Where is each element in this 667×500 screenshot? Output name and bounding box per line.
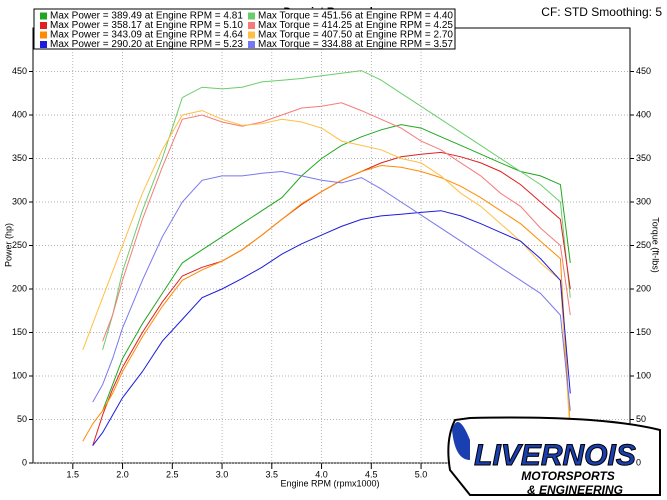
legend-label: Max Torque = 414.25 at Engine RPM = 4.25 xyxy=(258,20,453,31)
legend-swatch xyxy=(40,12,47,20)
legend-swatch xyxy=(248,22,255,29)
annotation: CF: STD Smoothing: 5 xyxy=(541,5,662,19)
x-tick-label: 2.0 xyxy=(116,469,129,479)
legend-label: Max Power = 389.49 at Engine RPM = 4.81 xyxy=(50,11,243,22)
y2-tick-label: 150 xyxy=(636,327,651,337)
y2-tick-label: 100 xyxy=(636,370,651,380)
legend-swatch xyxy=(40,41,47,48)
y-tick-label: 150 xyxy=(12,327,27,337)
legend-label: Max Power = 358.17 at Engine RPM = 5.10 xyxy=(50,20,243,31)
legend-label: Max Torque = 407.50 at Engine RPM = 2.70 xyxy=(258,30,453,41)
y2-axis-label: Torque (ft-lbs) xyxy=(651,217,661,273)
grid xyxy=(29,28,634,469)
x-tick-label: 2.5 xyxy=(166,469,179,479)
x-tick-label: 1.5 xyxy=(67,469,80,479)
y-tick-label: 0 xyxy=(22,457,27,467)
x-tick-label: 3.5 xyxy=(266,469,279,479)
logo-accent xyxy=(452,422,470,460)
series-line xyxy=(92,170,571,411)
logo-name: LIVERNOIS xyxy=(474,439,636,472)
x-tick-label: 5.0 xyxy=(415,469,428,479)
y-axis-label: Power (hp) xyxy=(3,223,13,267)
y2-tick-label: 300 xyxy=(636,196,651,206)
legend-label: Max Power = 343.09 at Engine RPM = 4.64 xyxy=(50,30,243,41)
legend-swatch xyxy=(248,41,255,48)
legend-box xyxy=(33,8,456,50)
y2-tick-label: 50 xyxy=(636,414,646,424)
x-axis-label: Engine RPM (rpmx1000) xyxy=(280,478,379,488)
legend-swatch xyxy=(40,22,47,29)
series-line xyxy=(102,124,571,411)
series-line xyxy=(82,164,571,442)
legend-label: Max Power = 290.20 at Engine RPM = 5.23 xyxy=(50,39,243,50)
y2-tick-label: 450 xyxy=(636,66,651,76)
y-tick-label: 250 xyxy=(12,240,27,250)
y-tick-label: 350 xyxy=(12,153,27,163)
y2-tick-label: 350 xyxy=(636,153,651,163)
y2-tick-label: 250 xyxy=(636,240,651,250)
y-tick-label: 400 xyxy=(12,109,27,119)
y2-tick-label: 400 xyxy=(636,109,651,119)
series-line xyxy=(82,110,571,437)
series-line xyxy=(92,210,571,446)
y2-tick-label: 0 xyxy=(636,457,641,467)
legend-label: Max Torque = 334.88 at Engine RPM = 3.57 xyxy=(258,39,453,50)
series-line xyxy=(102,102,571,342)
legend-swatch xyxy=(40,31,47,39)
logo-line1: MOTORSPORTS xyxy=(521,469,615,483)
lines xyxy=(82,70,571,446)
x-tick-label: 4.5 xyxy=(365,469,378,479)
logo-shape xyxy=(447,416,661,496)
legend-swatch xyxy=(248,31,255,39)
y-tick-label: 100 xyxy=(12,370,27,380)
logo: LIVERNOIS MOTORSPORTS & ENGINEERING xyxy=(447,416,661,497)
y2-tick-label: 200 xyxy=(636,283,651,293)
y-tick-label: 450 xyxy=(12,66,27,76)
y-tick-label: 200 xyxy=(12,283,27,293)
x-tick-label: 4.0 xyxy=(315,469,328,479)
y-tick-label: 300 xyxy=(12,196,27,206)
x-tick-label: 3.0 xyxy=(216,469,229,479)
legend-label: Max Torque = 451.56 at Engine RPM = 4.40 xyxy=(258,11,453,22)
legend-swatch xyxy=(248,12,255,20)
logo-line2: & ENGINEERING xyxy=(527,483,623,497)
y-tick-label: 50 xyxy=(17,414,27,424)
legend: Max Power = 389.49 at Engine RPM = 4.81 M… xyxy=(33,8,456,50)
series-line xyxy=(102,70,571,351)
